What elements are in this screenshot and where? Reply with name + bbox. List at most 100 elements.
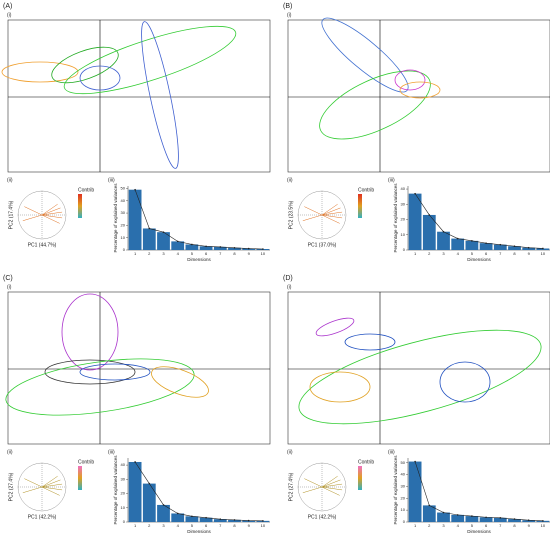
sub-label: (i) <box>287 284 292 290</box>
bar <box>465 240 479 250</box>
bar <box>522 247 536 250</box>
y-tick-label: 30 <box>401 201 406 206</box>
loading-arrow <box>304 206 323 216</box>
bar <box>422 505 436 522</box>
loading-arrow <box>22 486 43 493</box>
pc2-label: PC2 (17.4%) <box>8 200 14 229</box>
loading-arrow <box>24 206 43 216</box>
bar <box>171 513 185 522</box>
sub-label: (ii) <box>7 177 13 183</box>
sub-label: (ii) <box>287 177 293 183</box>
bar <box>437 512 450 522</box>
y-tick-label: 30 <box>401 484 406 489</box>
loading-arrow <box>41 475 58 488</box>
scree-point <box>176 240 179 243</box>
y-tick-label: 20 <box>121 222 126 227</box>
bar <box>422 214 436 250</box>
group-ellipse <box>151 366 209 398</box>
pc1-label: PC1 (37.0%) <box>308 242 337 248</box>
x-tick-label: 2 <box>428 251 431 256</box>
bar <box>408 461 422 522</box>
group-ellipse <box>439 361 491 403</box>
bar <box>171 241 185 250</box>
y-tick-label: 20 <box>401 217 406 222</box>
scree-point <box>527 519 530 522</box>
y-tick-label: 20 <box>401 495 406 500</box>
scree-point <box>219 518 222 520</box>
loading-arrow <box>321 214 343 219</box>
bar <box>508 519 521 522</box>
bar <box>228 247 241 250</box>
x-tick-label: 7 <box>219 523 222 528</box>
group-ellipse <box>309 371 371 403</box>
x-tick-label: 3 <box>162 251 165 256</box>
bar <box>493 517 507 522</box>
sub-label: (ii) <box>287 449 293 455</box>
x-tick-label: 8 <box>233 523 236 528</box>
scree-point <box>442 511 445 514</box>
bar <box>157 232 170 250</box>
y-tick-label: 0 <box>123 519 126 524</box>
scree-point <box>471 240 473 242</box>
scree-point <box>205 516 207 519</box>
scree-point <box>485 242 487 244</box>
group-ellipse <box>44 359 136 385</box>
y-tick-label: 30 <box>121 210 126 215</box>
x-tick-label: 6 <box>485 523 488 528</box>
y-tick-label: 40 <box>401 472 406 477</box>
bar <box>479 243 493 250</box>
loading-arrow <box>304 478 323 488</box>
sub-label: (i) <box>287 12 292 18</box>
bar <box>128 189 142 250</box>
x-tick-label: 7 <box>499 523 502 528</box>
bar <box>199 517 213 522</box>
bar <box>199 246 213 250</box>
x-tick-label: 3 <box>442 251 445 256</box>
scree-point <box>191 243 193 246</box>
scree-point <box>456 237 459 240</box>
bar <box>157 504 170 522</box>
scree-point <box>233 246 236 249</box>
group-ellipse <box>399 81 441 99</box>
scree-point <box>148 482 151 485</box>
scree-point <box>513 518 516 520</box>
sub-label: (iii) <box>108 449 115 455</box>
bar <box>479 517 493 522</box>
scree-point <box>414 192 416 195</box>
y-tick-label: 0 <box>403 247 406 252</box>
loading-arrow <box>22 214 43 221</box>
pc2-label: PC2 (27.4%) <box>288 472 294 501</box>
y-tick-label: 0 <box>123 247 126 252</box>
legend-title: Contrib <box>358 187 374 193</box>
scree-point <box>148 227 151 230</box>
y-axis-label: Percentage of explained variances <box>113 455 118 525</box>
scree-point <box>456 514 459 516</box>
scree-point <box>485 516 487 519</box>
x-tick-label: 3 <box>162 523 165 528</box>
group-ellipse <box>141 21 179 169</box>
scree-point <box>134 461 136 463</box>
group-ellipse <box>79 363 151 381</box>
bar <box>451 238 465 250</box>
group-ellipse <box>344 333 396 351</box>
legend-title: Contrib <box>78 187 94 193</box>
group-ellipse <box>319 70 431 140</box>
x-tick-label: 4 <box>177 523 180 528</box>
bar <box>142 483 156 522</box>
loading-arrow <box>41 479 61 488</box>
legend-title: Contrib <box>78 459 94 465</box>
y-axis-label: Percentage of explained variances <box>393 183 398 253</box>
loading-arrow <box>41 203 58 216</box>
sub-label: (iii) <box>388 177 395 183</box>
scree-point <box>542 247 544 250</box>
y-tick-label: 20 <box>121 491 126 496</box>
x-tick-label: 5 <box>191 251 194 256</box>
x-tick-label: 1 <box>414 523 417 528</box>
loading-arrow <box>321 214 340 224</box>
y-tick-label: 40 <box>401 186 406 191</box>
x-tick-label: 9 <box>248 523 251 528</box>
scree-point <box>134 188 136 191</box>
loading-arrow <box>41 214 63 219</box>
y-tick-label: 0 <box>403 519 406 524</box>
loading-arrow <box>321 207 341 216</box>
